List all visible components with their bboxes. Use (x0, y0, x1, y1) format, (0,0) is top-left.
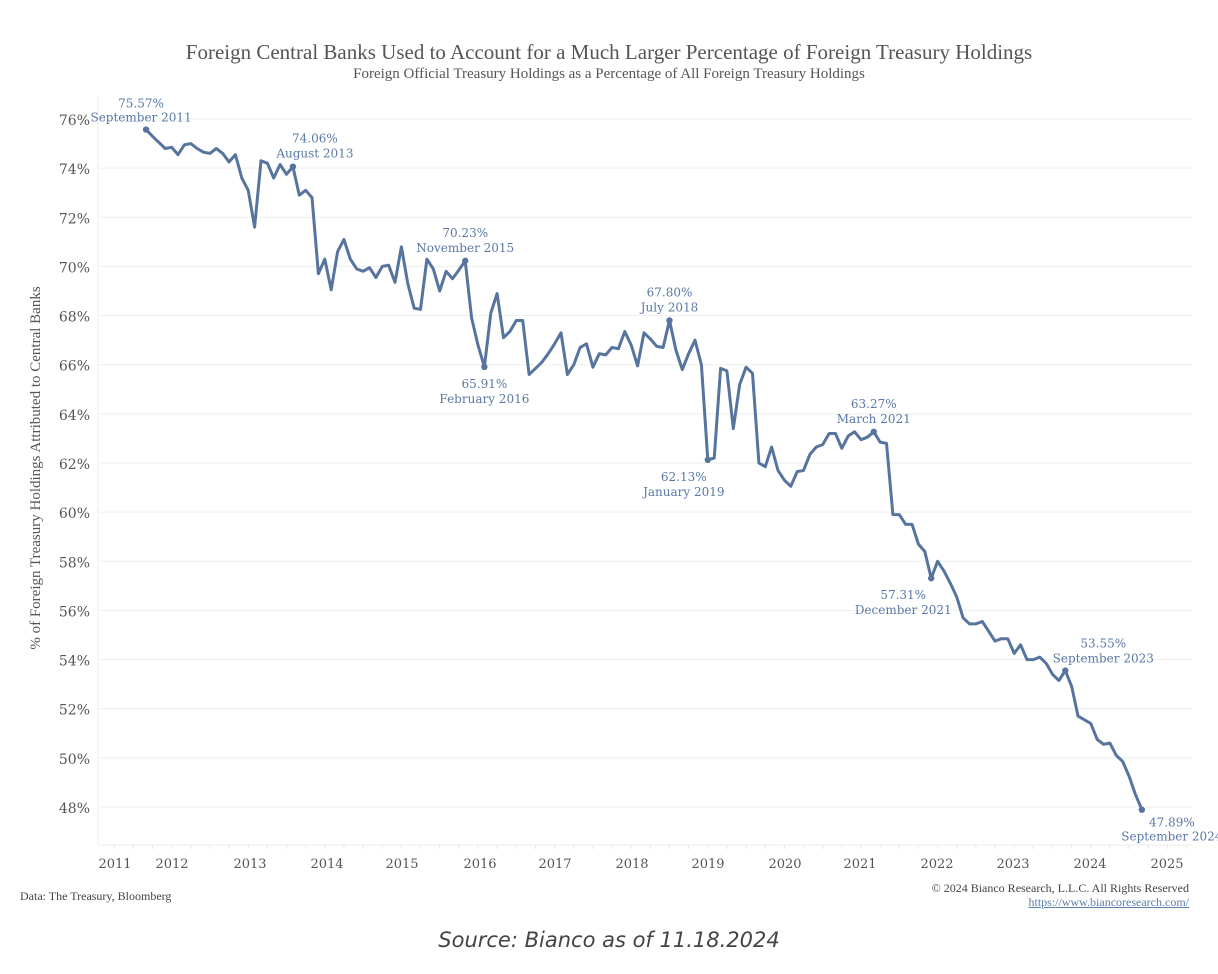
annotation-marker (704, 456, 711, 464)
annotation-marker (462, 257, 469, 264)
annotation-marker (481, 363, 488, 371)
x-axis-ticks: 2011 2012 2013 2014 2015 2016 2017 2018 2019 2020… (98, 845, 1188, 872)
annotation-date: September 2011 (90, 111, 191, 125)
x-tick-label: 2019 (691, 857, 724, 872)
y-axis-ticks: 76% 74% 72% 70% 68% 66% 64% 62% 60% 58% 56% 54% 52% 5… (59, 113, 90, 817)
annotation-date: September 2024 (1121, 830, 1218, 844)
x-tick-label: 2011 (98, 857, 131, 872)
annotation-date: March 2021 (837, 412, 911, 426)
x-tick-label: 2014 (310, 857, 343, 872)
gridlines (97, 95, 1192, 846)
y-tick-label: 62% (59, 457, 90, 473)
y-tick-label: 56% (59, 604, 90, 620)
annotation-value: 63.27% (851, 397, 897, 411)
y-tick-label: 60% (59, 506, 90, 522)
x-tick-label: 2023 (996, 857, 1029, 872)
annotation-marker (666, 317, 673, 324)
annotation-date: August 2013 (275, 147, 353, 161)
annotation-marker (928, 575, 935, 582)
bianco-link[interactable]: https://www.biancoresearch.com/ (1028, 895, 1189, 909)
y-tick-label: 58% (59, 555, 90, 571)
copyright-block: © 2024 Bianco Research, L.L.C. All Right… (932, 881, 1189, 909)
annotation-date: July 2018 (639, 300, 699, 314)
x-tick-label: 2022 (920, 857, 953, 872)
chart-title: Foreign Central Banks Used to Account fo… (185, 40, 1033, 64)
chart-subtitle: Foreign Official Treasury Holdings as a … (353, 66, 865, 82)
series-path (145, 128, 1144, 811)
annotation-value: 75.57% (118, 97, 164, 111)
source-caption: Source: Bianco as of 11.18.2024 (438, 928, 780, 952)
y-tick-label: 70% (59, 260, 90, 276)
annotation-date: September 2023 (1053, 652, 1154, 666)
annotation-marker (1138, 806, 1146, 813)
y-tick-label: 64% (59, 408, 90, 424)
copyright-text: © 2024 Bianco Research, L.L.C. All Right… (931, 881, 1189, 895)
y-tick-label: 52% (59, 703, 90, 719)
x-tick-label: 2016 (463, 857, 496, 872)
annotation-value: 62.13% (661, 470, 707, 484)
annotation-date: February 2016 (439, 392, 529, 406)
y-tick-label: 48% (59, 801, 90, 817)
x-tick-label: 2025 (1150, 857, 1183, 872)
x-tick-label: 2013 (233, 857, 266, 872)
annotation-marker (142, 126, 150, 133)
annotation-marker (1062, 667, 1069, 674)
annotation-value: 65.91% (462, 377, 508, 391)
y-axis-label: % of Foreign Treasury Holdings Attribute… (28, 286, 44, 649)
y-tick-label: 68% (59, 310, 90, 326)
annotation-marker (289, 163, 297, 170)
y-tick-label: 54% (59, 654, 90, 670)
x-tick-label: 2018 (615, 857, 648, 872)
x-tick-label: 2021 (843, 857, 876, 872)
y-tick-label: 76% (59, 113, 90, 129)
annotation-marker (870, 428, 877, 435)
annotations: 75.57%September 2011 74.06%August 2013 70.… (90, 97, 1218, 844)
y-tick-label: 50% (59, 752, 90, 768)
annotation-value: 67.80% (647, 285, 693, 299)
x-tick-label: 2024 (1073, 857, 1106, 872)
series-line (145, 128, 1144, 811)
annotation-value: 57.31% (880, 588, 926, 602)
annotation-value: 53.55% (1080, 637, 1126, 651)
x-tick-label: 2012 (155, 857, 188, 872)
y-tick-label: 66% (59, 359, 90, 375)
annotation-date: December 2021 (855, 603, 952, 617)
y-tick-label: 74% (59, 162, 90, 178)
x-tick-label: 2017 (538, 857, 571, 872)
annotation-value: 74.06% (292, 132, 338, 146)
x-tick-label: 2020 (768, 857, 801, 872)
annotation-value: 47.89% (1149, 816, 1195, 830)
x-tick-label: 2015 (385, 857, 418, 872)
data-source-note: Data: The Treasury, Bloomberg (20, 889, 172, 903)
annotation-date: January 2019 (641, 485, 724, 499)
y-tick-label: 72% (59, 211, 90, 227)
annotation-value: 70.23% (442, 226, 488, 240)
annotation-date: November 2015 (416, 241, 514, 255)
